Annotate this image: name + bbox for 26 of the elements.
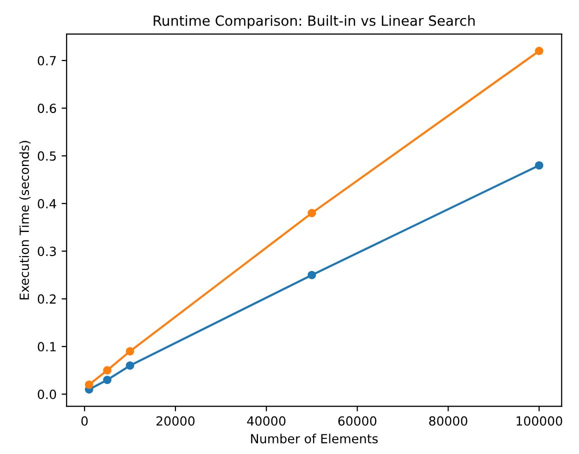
y-tick-label: 0.3 — [38, 246, 56, 256]
y-axis-title: Execution Time (seconds) — [19, 140, 30, 300]
x-tick-label: 0 — [81, 416, 88, 426]
x-tick-label: 20000 — [156, 416, 195, 426]
y-tick-label: 0.6 — [38, 104, 56, 114]
point — [126, 361, 134, 370]
point — [84, 380, 94, 389]
point — [308, 270, 316, 280]
x-tick-label: 80000 — [429, 416, 468, 426]
y-tick-label: 0.0 — [38, 390, 56, 400]
chart-title: Runtime Comparison: Built-in vs Linear Search — [154, 15, 475, 29]
y-tick-label: 0.7 — [38, 56, 56, 66]
point — [534, 161, 544, 170]
x-tick-label: 40000 — [247, 416, 286, 426]
y-tick-label: 0.4 — [38, 198, 56, 208]
x-axis-title: Number of Elements — [251, 434, 378, 444]
y-tick-label: 0.5 — [38, 151, 56, 161]
x-tick-label: 60000 — [338, 416, 376, 426]
point — [534, 46, 544, 56]
point — [103, 366, 112, 375]
x-tick-label: 100000 — [516, 416, 562, 426]
point — [308, 208, 316, 218]
y-tick-label: 0.1 — [38, 342, 56, 352]
point — [103, 376, 112, 384]
point — [126, 347, 134, 356]
y-tick-label: 0.2 — [38, 294, 56, 304]
